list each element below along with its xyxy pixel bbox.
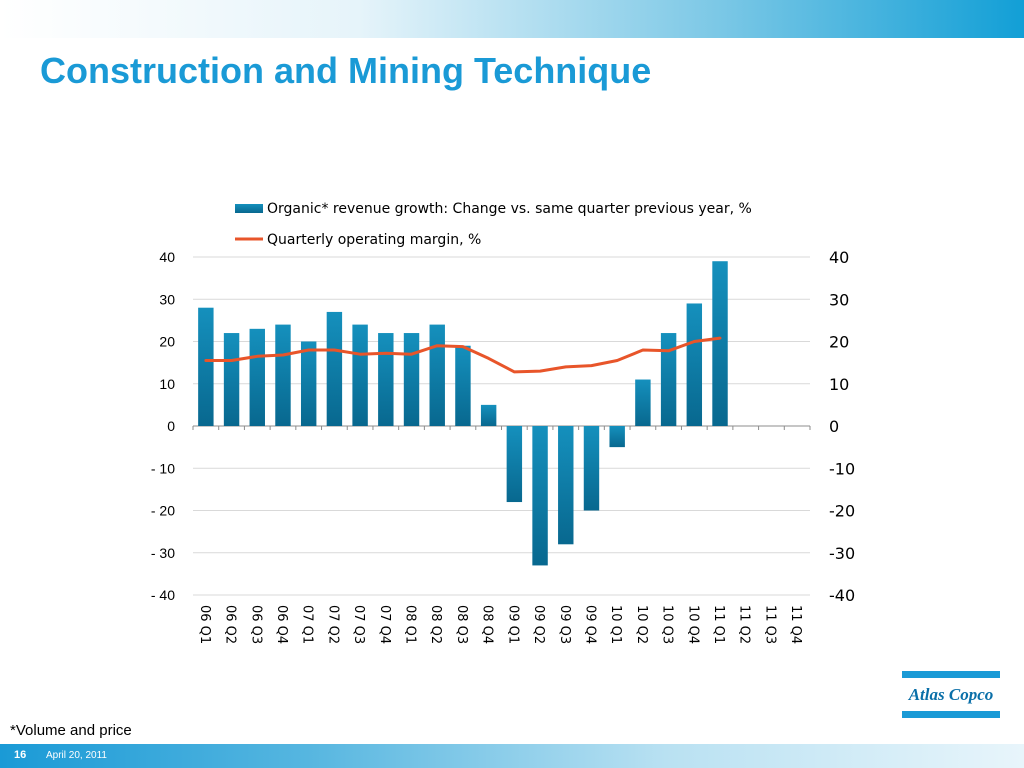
- y-axis-right-tick-label: 20: [829, 333, 849, 352]
- page-number: 16: [14, 749, 27, 761]
- footnote: *Volume and price: [10, 722, 132, 739]
- y-axis-right-tick-label: 10: [829, 375, 849, 394]
- revenue-growth-bar: [480, 404, 497, 426]
- x-axis-category-label: 09 Q4: [582, 605, 597, 644]
- legend-bar-swatch: [235, 204, 263, 213]
- revenue-growth-bar: [660, 333, 677, 426]
- x-axis-category-label: 06 Q2: [223, 605, 238, 644]
- x-axis-category-label: 06 Q3: [248, 605, 263, 644]
- revenue-growth-bar: [609, 426, 625, 448]
- x-axis-category-label: 06 Q1: [197, 605, 212, 644]
- y-axis-right-tick-label: -40: [829, 586, 855, 605]
- revenue-growth-bar: [712, 261, 728, 426]
- logo-stripe-top: [902, 671, 1000, 678]
- y-axis-right-tick-label: -20: [829, 502, 855, 521]
- x-axis-category-label: 09 Q2: [531, 605, 546, 644]
- revenue-growth-bar: [300, 341, 317, 426]
- revenue-growth-bar: [378, 333, 394, 426]
- x-axis-category-label: 11 Q2: [737, 605, 752, 644]
- y-axis-left-tick-label: - 20: [151, 503, 175, 519]
- y-axis-right-tick-label: 40: [829, 248, 849, 267]
- x-axis-category-label: 08 Q1: [403, 605, 418, 644]
- revenue-growth-bar: [352, 324, 368, 426]
- x-axis-category-label: 08 Q2: [428, 605, 443, 644]
- x-axis-category-label: 09 Q1: [505, 605, 520, 644]
- revenue-growth-bar: [249, 328, 265, 426]
- x-axis-category-label: 08 Q4: [480, 605, 495, 644]
- top-banner: [0, 0, 1024, 38]
- slide-title: Construction and Mining Technique: [40, 50, 652, 91]
- revenue-growth-bar: [635, 379, 651, 426]
- x-axis-category-label: 07 Q4: [377, 605, 392, 644]
- revenue-growth-bar: [532, 426, 548, 566]
- y-axis-right-tick-label: 0: [829, 417, 839, 436]
- x-axis-category-label: 06 Q4: [274, 605, 289, 644]
- revenue-growth-bar: [326, 311, 343, 426]
- x-axis-category-label: 07 Q2: [325, 605, 340, 644]
- revenue-growth-bar: [558, 426, 574, 545]
- x-axis-category-label: 11 Q3: [762, 605, 777, 644]
- chart: 40 40 30 30 20 20 10 10 0 0 - 10 -10 - 20 -20 - 30 -30 -…: [151, 201, 855, 644]
- x-axis-category-label: 10 Q2: [634, 605, 649, 644]
- x-axis-category-label: 07 Q1: [300, 605, 315, 644]
- x-axis-category-label: 09 Q3: [557, 605, 572, 644]
- revenue-growth-bar: [686, 303, 703, 426]
- y-axis-left-tick-label: 10: [159, 376, 175, 392]
- x-axis-category-label: 07 Q3: [351, 605, 366, 644]
- revenue-growth-bar: [429, 324, 445, 426]
- x-axis-category-label: 10 Q3: [660, 605, 675, 644]
- y-axis-left-tick-label: 40: [159, 249, 175, 265]
- x-axis-category-label: 11 Q1: [711, 605, 726, 644]
- y-axis-right-tick-label: 30: [829, 290, 849, 309]
- logo-stripe-bottom: [902, 711, 1000, 718]
- y-axis-right-tick-label: -30: [829, 544, 855, 563]
- y-axis-left-tick-label: - 30: [151, 545, 175, 561]
- x-axis-category-label: 10 Q1: [608, 605, 623, 644]
- revenue-growth-bar: [275, 324, 291, 426]
- y-axis-left-tick-label: 20: [159, 334, 175, 350]
- revenue-growth-bar: [198, 307, 214, 426]
- revenue-growth-bar: [403, 333, 420, 426]
- revenue-growth-bar: [506, 426, 523, 503]
- legend-line-label: Quarterly operating margin, %: [267, 232, 481, 248]
- y-axis-left-tick-label: 30: [159, 291, 175, 307]
- revenue-growth-bar: [223, 333, 240, 426]
- revenue-growth-bar: [455, 345, 471, 426]
- logo-text: Atlas Copco: [908, 685, 994, 704]
- footer-date: April 20, 2011: [46, 750, 107, 761]
- y-axis-left-tick-label: 0: [167, 418, 175, 434]
- footer-bar: 16 April 20, 2011: [0, 744, 1024, 768]
- y-axis-left-tick-label: - 10: [151, 460, 175, 476]
- legend-bar-label: Organic* revenue growth: Change vs. same…: [267, 201, 752, 217]
- operating-margin-line: [204, 336, 722, 374]
- company-logo: Atlas Copco: [902, 671, 1000, 719]
- y-axis-left-tick-label: - 40: [151, 587, 175, 603]
- x-axis-category-label: 08 Q3: [454, 605, 469, 644]
- x-axis-category-label: 11 Q4: [788, 605, 803, 644]
- revenue-growth-bar: [583, 426, 600, 511]
- y-axis-right-tick-label: -10: [829, 459, 855, 478]
- x-axis-category-label: 10 Q4: [685, 605, 700, 644]
